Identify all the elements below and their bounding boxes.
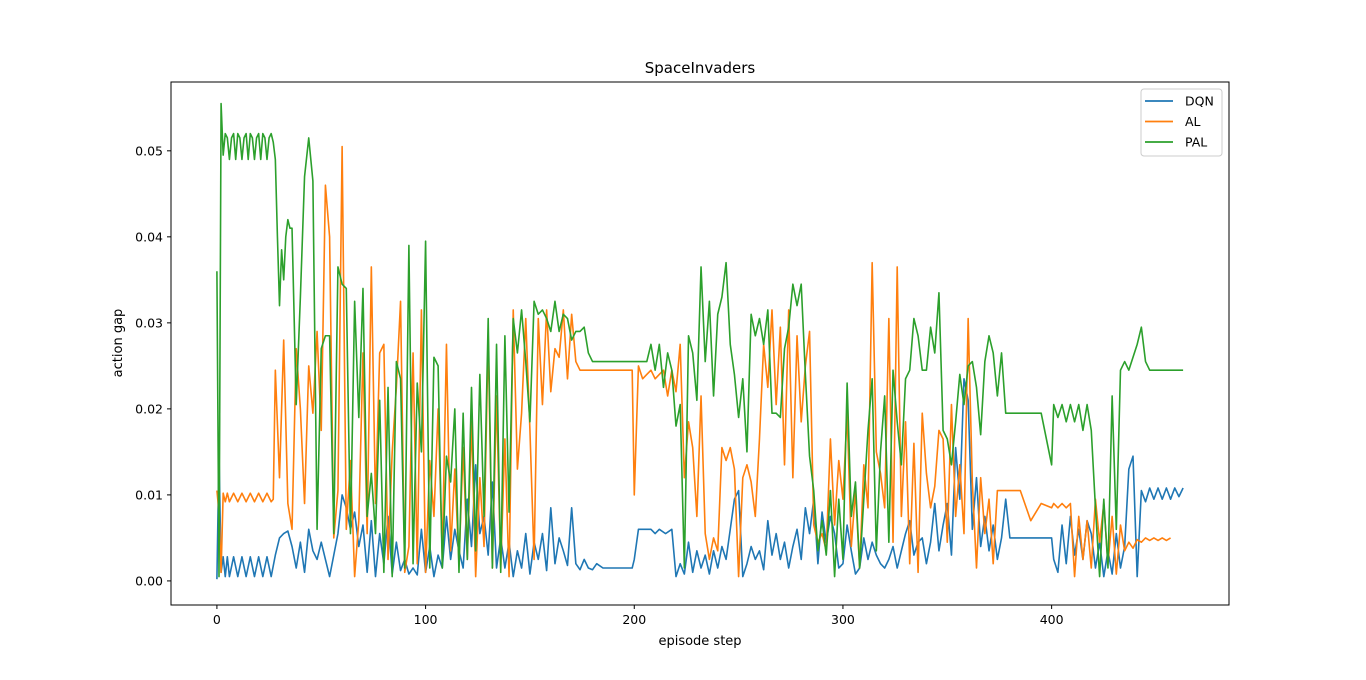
series-line-pal <box>216 102 1184 578</box>
x-tick-label: 400 <box>1040 612 1064 627</box>
chart-title: SpaceInvaders <box>645 59 756 77</box>
x-axis-label: episode step <box>658 634 741 649</box>
y-tick-label: 0.00 <box>135 573 163 588</box>
x-tick-label: 200 <box>622 612 646 627</box>
plot-frame <box>170 81 1230 606</box>
x-tick-label: 300 <box>831 612 855 627</box>
legend-box <box>1140 88 1223 157</box>
series-line-al <box>216 145 1171 578</box>
legend-label-al: AL <box>1185 114 1201 129</box>
series-line-dqn <box>216 377 1184 580</box>
y-tick-label: 0.05 <box>135 143 163 158</box>
y-axis-label: action gap <box>111 309 126 378</box>
legend-label-dqn: DQN <box>1185 94 1214 109</box>
y-tick-label: 0.01 <box>135 487 163 502</box>
x-tick-label: 100 <box>414 612 438 627</box>
y-tick-label: 0.04 <box>135 229 163 244</box>
legend: DQN AL PAL <box>1140 88 1223 157</box>
y-tick-label: 0.02 <box>135 401 163 416</box>
y-tick-label: 0.03 <box>135 315 163 330</box>
x-tick-label: 0 <box>213 612 221 627</box>
legend-label-pal: PAL <box>1185 135 1207 150</box>
